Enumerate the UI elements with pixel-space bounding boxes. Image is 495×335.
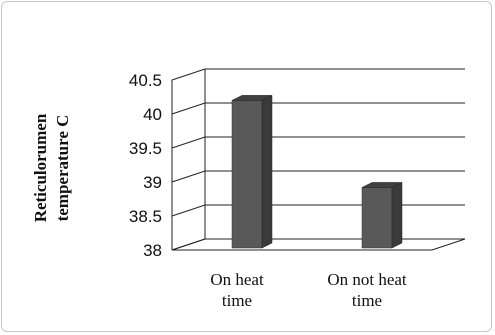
y-tick-label: 38.5	[129, 207, 162, 226]
gridlines	[171, 68, 465, 251]
x-category-label: On not heat	[327, 270, 407, 289]
x-category-label: On heat	[210, 270, 264, 289]
bar-top	[361, 182, 403, 188]
y-axis-label: Reticulorumen temperature C	[31, 113, 72, 222]
gridline	[171, 136, 465, 149]
gridline	[171, 68, 465, 81]
gridline	[171, 170, 465, 183]
y-axis-label-line-1: Reticulorumen	[31, 113, 50, 222]
y-tick-label: 40	[143, 105, 162, 124]
x-category-labels: On heat time On not heat time	[210, 270, 407, 310]
bar-side	[391, 182, 403, 249]
y-tick-label: 39.5	[129, 139, 162, 158]
y-tick-label: 38	[143, 241, 162, 260]
y-axis-label-line-2: temperature C	[53, 115, 72, 222]
bar-top	[231, 95, 273, 101]
bar-front	[231, 100, 263, 249]
bar-side	[261, 94, 273, 249]
axes	[171, 69, 466, 251]
gridline	[171, 238, 465, 251]
chart-floor	[171, 238, 466, 251]
bars	[231, 94, 403, 249]
y-tick-label: 39	[143, 173, 162, 192]
gridline	[171, 204, 465, 217]
gridline	[171, 102, 465, 115]
x-category-label: time	[352, 291, 382, 310]
bar-front	[361, 187, 393, 249]
x-category-label: time	[222, 291, 252, 310]
y-tick-labels: 38 38.5 39 39.5 40 40.5	[129, 71, 162, 260]
y-tick-label: 40.5	[129, 71, 162, 90]
